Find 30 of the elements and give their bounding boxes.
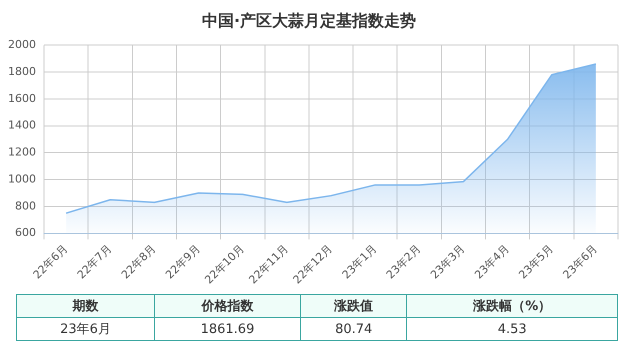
y-tick-label: 2000	[8, 38, 36, 52]
text: 80.74	[335, 322, 372, 336]
category-label: 涨跌幅（%）	[406, 294, 618, 318]
x-tick-label: 22年12月	[290, 242, 336, 286]
y-tick-label: 1600	[8, 92, 36, 105]
text: 4.53	[498, 322, 527, 336]
text: 23年6月	[60, 322, 111, 337]
y-tick-label: 1800	[8, 64, 36, 78]
y-tick-label: 1200	[8, 146, 36, 159]
category-label: 期数	[16, 294, 155, 318]
x-tick-label: 22年11月	[246, 242, 291, 286]
x-tick-label: 22年8月	[118, 242, 159, 282]
chart-title: 中国·产区大蒜月定基指数走势	[202, 10, 416, 30]
x-tick-label: 23年6月	[560, 242, 600, 282]
x-tick-label: 22年10月	[202, 242, 247, 286]
x-tick-label: 23年1月	[340, 242, 380, 282]
text: 1861.69	[200, 322, 254, 336]
y-tick-label: 800	[14, 199, 36, 212]
x-tick-label: 23年2月	[384, 242, 424, 282]
category-label: 价格指数	[154, 294, 300, 318]
x-tick-label: 22年7月	[74, 242, 114, 282]
y-tick-label: 1000	[8, 172, 36, 186]
y-tick-label: 600	[14, 226, 36, 240]
x-tick-label: 23年4月	[472, 242, 512, 282]
y-tick-label: 1400	[8, 118, 36, 132]
x-tick-label: 23年5月	[516, 242, 556, 282]
x-tick-label: 22年6月	[30, 242, 70, 282]
x-tick-label: 23年3月	[428, 242, 468, 282]
category-label: 涨跌值	[300, 294, 407, 318]
x-tick-label: 22年9月	[163, 242, 203, 282]
